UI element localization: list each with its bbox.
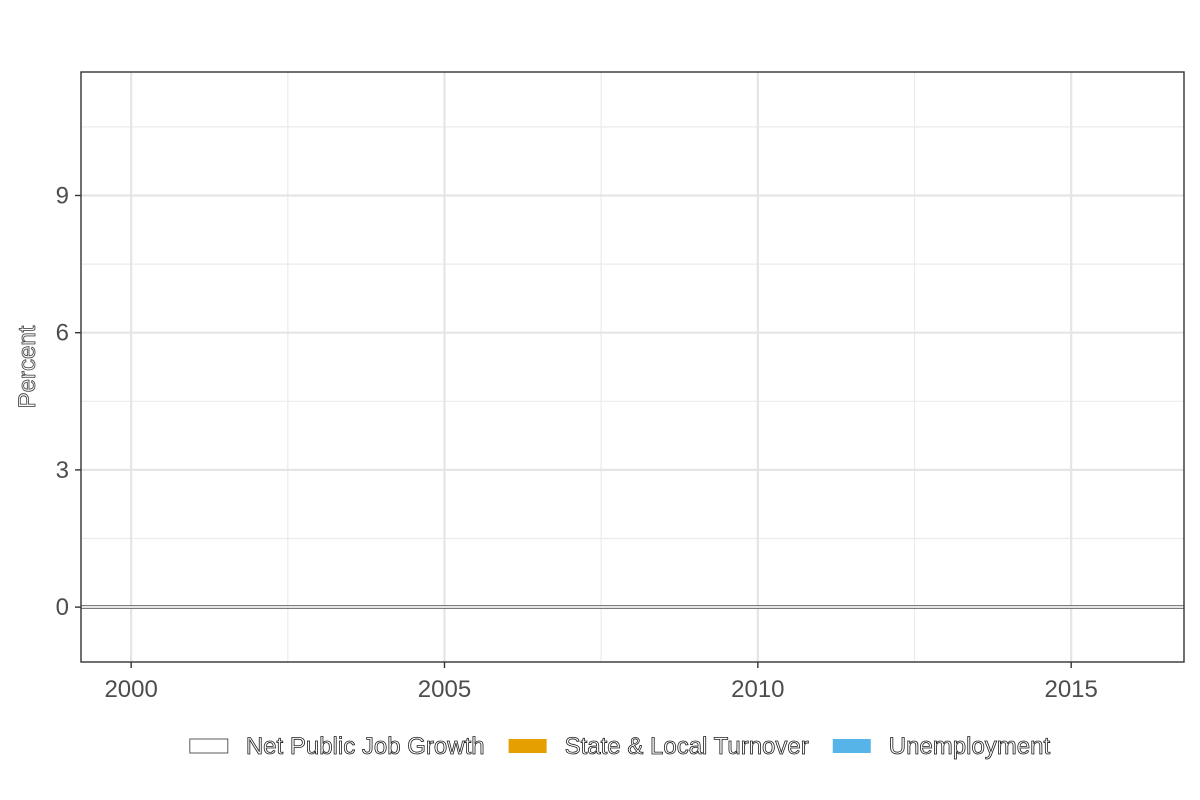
x-axis-ticks: 2000 2005 2010 2015 [104,662,1098,703]
y-tick-label: 3 [56,457,69,484]
legend-label: Unemployment [889,733,1051,760]
y-tick-label: 6 [56,320,69,347]
x-tick-label: 2010 [731,676,784,703]
major-gridlines [81,72,1184,662]
y-axis-title: Percent [14,325,41,408]
legend-label: State & Local Turnover [565,733,809,760]
x-tick-label: 2015 [1044,676,1097,703]
x-tick-label: 2000 [104,676,157,703]
y-axis-ticks: 0 3 6 9 [56,182,81,621]
legend: Net Public Job Growth State & Local Turno… [189,733,1051,760]
x-tick-label: 2005 [418,676,471,703]
zero-reference-line [81,605,1184,610]
legend-key [832,739,871,753]
legend-key [508,739,547,753]
legend-key [189,738,229,754]
minor-gridlines [81,72,1184,662]
plot-panel-border [80,71,1185,663]
y-tick-label: 9 [56,182,69,209]
y-tick-label: 0 [56,594,69,621]
legend-label: Net Public Job Growth [246,733,485,760]
